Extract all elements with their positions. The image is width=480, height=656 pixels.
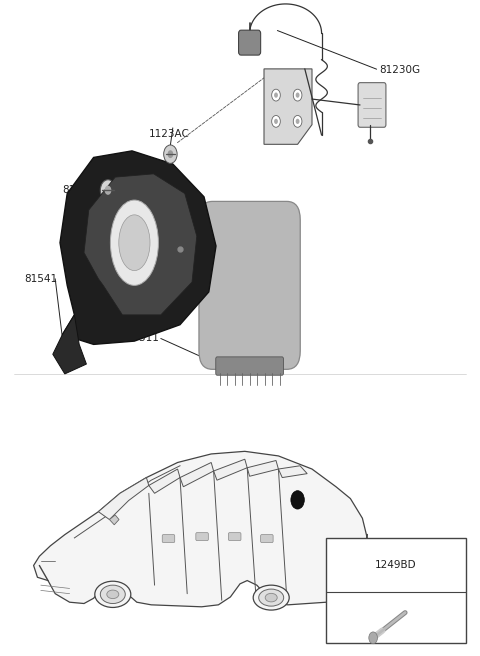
- Ellipse shape: [100, 585, 125, 604]
- Circle shape: [274, 119, 278, 124]
- FancyBboxPatch shape: [199, 201, 300, 369]
- Circle shape: [293, 115, 302, 127]
- Text: 1249BD: 1249BD: [375, 560, 417, 570]
- Polygon shape: [109, 515, 119, 525]
- Circle shape: [272, 115, 280, 127]
- FancyBboxPatch shape: [261, 535, 273, 543]
- Circle shape: [168, 150, 173, 158]
- Circle shape: [105, 186, 111, 195]
- Ellipse shape: [253, 585, 289, 610]
- Polygon shape: [247, 461, 278, 476]
- Circle shape: [369, 632, 377, 644]
- FancyBboxPatch shape: [239, 30, 261, 55]
- Text: 81599: 81599: [62, 185, 96, 195]
- FancyBboxPatch shape: [228, 533, 241, 541]
- Polygon shape: [264, 69, 312, 144]
- Polygon shape: [98, 478, 149, 520]
- Circle shape: [291, 491, 304, 509]
- Circle shape: [296, 92, 300, 98]
- Bar: [326, 538, 466, 643]
- Ellipse shape: [119, 215, 150, 270]
- Text: 81541: 81541: [24, 274, 57, 284]
- Text: H69511: H69511: [118, 333, 158, 344]
- Polygon shape: [278, 466, 307, 478]
- Polygon shape: [214, 459, 247, 480]
- Circle shape: [274, 92, 278, 98]
- Polygon shape: [180, 462, 214, 487]
- Ellipse shape: [265, 593, 277, 602]
- FancyBboxPatch shape: [196, 533, 208, 541]
- Ellipse shape: [110, 200, 158, 285]
- Circle shape: [164, 145, 177, 163]
- Circle shape: [100, 180, 116, 201]
- Circle shape: [272, 89, 280, 101]
- Polygon shape: [84, 174, 197, 315]
- Polygon shape: [149, 469, 180, 493]
- Text: 81230G: 81230G: [379, 65, 420, 75]
- FancyBboxPatch shape: [216, 357, 283, 375]
- Polygon shape: [60, 151, 216, 344]
- Circle shape: [293, 89, 302, 101]
- Ellipse shape: [107, 590, 119, 598]
- Circle shape: [296, 119, 300, 124]
- Ellipse shape: [259, 589, 284, 606]
- Polygon shape: [53, 315, 86, 374]
- Text: 1123AC: 1123AC: [149, 129, 190, 140]
- FancyBboxPatch shape: [358, 83, 386, 127]
- Ellipse shape: [95, 581, 131, 607]
- Polygon shape: [34, 451, 370, 607]
- FancyBboxPatch shape: [162, 535, 175, 543]
